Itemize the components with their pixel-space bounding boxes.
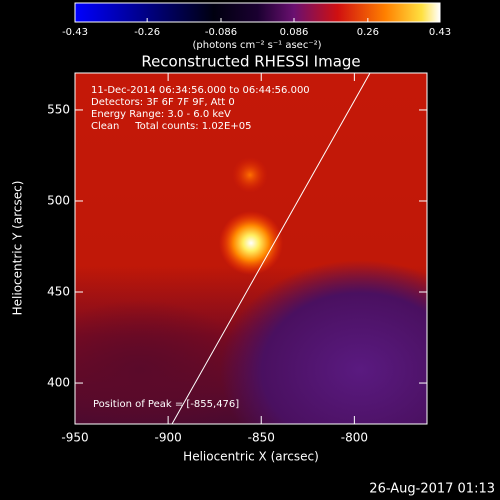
x-tick-label: -800 [341, 431, 368, 445]
annotation: Detectors: 3F 6F 7F 9F, Att 0 [91, 97, 235, 108]
image-region [232, 157, 268, 193]
chart-title: Reconstructed RHESSI Image [141, 53, 360, 71]
y-axis-label: Heliocentric Y (arcsec) [11, 181, 25, 316]
colorbar-tick-label: 0.26 [357, 27, 379, 38]
peak-label: Position of Peak = [-855,476] [93, 399, 239, 410]
colorbar-tick-label: 0.43 [429, 27, 451, 38]
timestamp: 26-Aug-2017 01:13 [369, 482, 495, 497]
image [75, 73, 427, 424]
x-tick-label: -950 [61, 431, 88, 445]
limb-line [171, 73, 371, 424]
colorbar [74, 2, 441, 23]
image-region [220, 260, 427, 424]
image-region [75, 300, 250, 424]
y-tick-label: 550 [47, 102, 70, 116]
y-tick-label: 500 [47, 193, 70, 207]
x-axis-label: Heliocentric X (arcsec) [183, 450, 319, 464]
colorbar-tick-label: -0.26 [134, 27, 160, 38]
y-tick-label: 450 [47, 285, 70, 299]
plot-frame [74, 72, 428, 425]
colorbar-label: (photons cm⁻² s⁻¹ asec⁻²) [192, 40, 321, 51]
annotation: Clean Total counts: 1.02E+05 [91, 121, 251, 132]
image-peak [219, 211, 283, 275]
x-tick-label: -900 [155, 431, 182, 445]
annotation: 11-Dec-2014 06:34:56.000 to 06:44:56.000 [91, 85, 310, 96]
colorbar-tick-label: 0.086 [280, 27, 309, 38]
annotation: Energy Range: 3.0 - 6.0 keV [91, 109, 231, 120]
colorbar-tick-label: -0.43 [62, 27, 88, 38]
y-tick-label: 400 [47, 376, 70, 390]
colorbar-tick-label: -0.086 [205, 27, 237, 38]
x-tick-label: -850 [248, 431, 275, 445]
